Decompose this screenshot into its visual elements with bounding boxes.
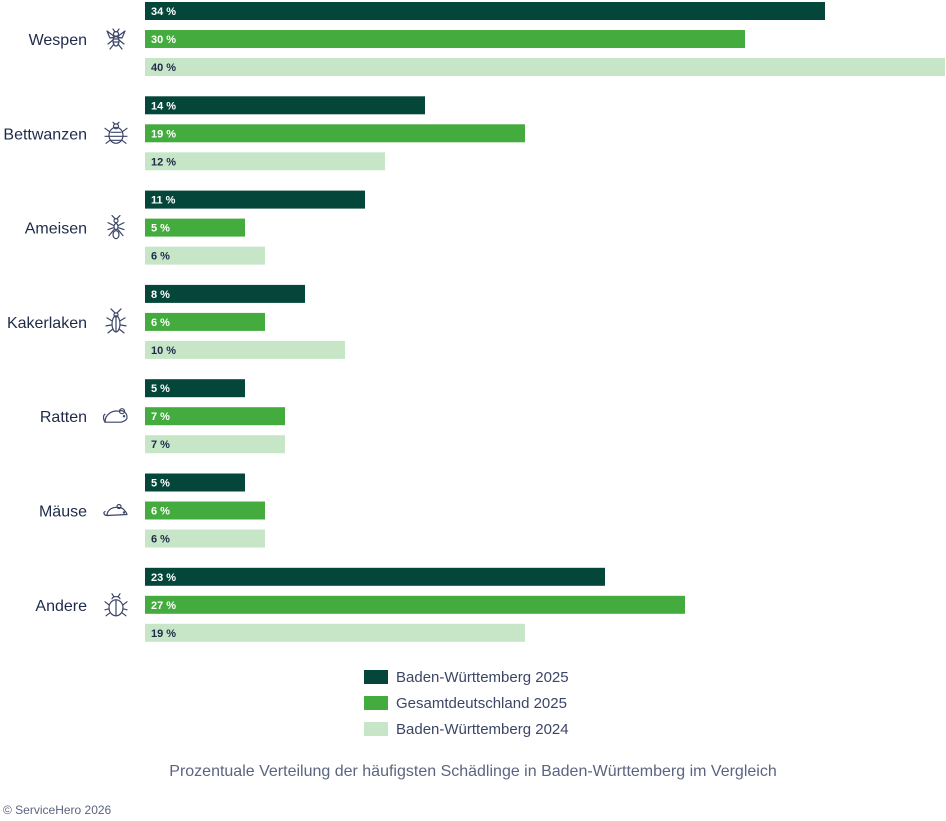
legend-label-bw-2025: Baden-Württemberg 2025 (396, 668, 569, 686)
bar (145, 312, 265, 331)
cockroach-icon (105, 308, 127, 334)
ant-icon (107, 215, 125, 240)
bar-value-label: 40 % (151, 62, 176, 74)
mouse-icon (103, 503, 128, 517)
legend: Baden-Württemberg 2025 Gesamtdeutschland… (364, 664, 569, 742)
bar-value-label: 7 % (151, 411, 170, 423)
bar (145, 623, 525, 642)
bar (145, 501, 265, 520)
bar (145, 595, 685, 614)
bar (145, 2, 825, 20)
bar-value-label: 5 % (151, 478, 170, 490)
bar (145, 218, 245, 237)
legend-item-bw-2024: Baden-Württemberg 2024 (364, 716, 569, 742)
legend-swatch-bw-2025 (364, 670, 388, 684)
bar (145, 124, 525, 143)
category-label: Mäuse (39, 504, 87, 521)
bar-value-label: 27 % (151, 600, 176, 612)
bar (145, 379, 245, 398)
bar-value-label: 11 % (151, 195, 176, 207)
bar (145, 567, 605, 586)
bar-value-label: 6 % (151, 534, 170, 546)
legend-item-bw-2025: Baden-Württemberg 2025 (364, 664, 569, 690)
rat-icon (102, 408, 128, 423)
chart-caption: Prozentuale Verteilung der häufigsten Sc… (169, 763, 777, 780)
bar-value-label: 6 % (151, 251, 170, 263)
legend-label-bw-2024: Baden-Württemberg 2024 (396, 720, 569, 738)
bar-value-label: 5 % (151, 383, 170, 395)
bar (145, 96, 425, 115)
bar-value-label: 19 % (151, 628, 176, 640)
bar (145, 30, 745, 48)
category-label: Wespen (29, 32, 87, 49)
bar (145, 246, 265, 265)
bar (145, 473, 245, 492)
bar-value-label: 10 % (151, 345, 176, 357)
bar-value-label: 30 % (151, 34, 176, 46)
bar-value-label: 12 % (151, 156, 176, 168)
bar (145, 190, 365, 209)
category-label: Bettwanzen (3, 126, 87, 143)
category-label: Ratten (40, 409, 87, 426)
legend-swatch-de-2025 (364, 696, 388, 710)
legend-label-de-2025: Gesamtdeutschland 2025 (396, 694, 567, 712)
bar-value-label: 23 % (151, 572, 176, 584)
bar (145, 152, 385, 171)
category-label: Ameisen (25, 221, 87, 238)
bar-value-label: 34 % (151, 6, 176, 18)
beetle-icon (104, 593, 128, 617)
bar (145, 340, 345, 359)
bar-value-label: 6 % (151, 317, 170, 329)
bar (145, 284, 305, 303)
copyright-notice: © ServiceHero 2026 (3, 803, 112, 817)
bar-value-label: 19 % (151, 128, 176, 140)
bar-value-label: 14 % (151, 100, 176, 112)
bar-value-label: 7 % (151, 439, 170, 451)
category-label: Kakerlaken (7, 315, 87, 332)
wasp-icon (106, 28, 126, 50)
legend-swatch-bw-2024 (364, 722, 388, 736)
bar (145, 529, 265, 548)
category-label: Andere (35, 598, 87, 615)
legend-item-de-2025: Gesamtdeutschland 2025 (364, 690, 569, 716)
bar (145, 58, 945, 76)
bar-value-label: 6 % (151, 506, 170, 518)
bar-value-label: 8 % (151, 289, 170, 301)
bar (145, 407, 285, 426)
bar-chart: Wespen 34 % 30 % 40 % Bettwanzen 14 % 19 % 12 %… (3, 2, 945, 642)
bar-value-label: 5 % (151, 223, 170, 235)
bar (145, 435, 285, 454)
bedbug-icon (104, 121, 128, 144)
